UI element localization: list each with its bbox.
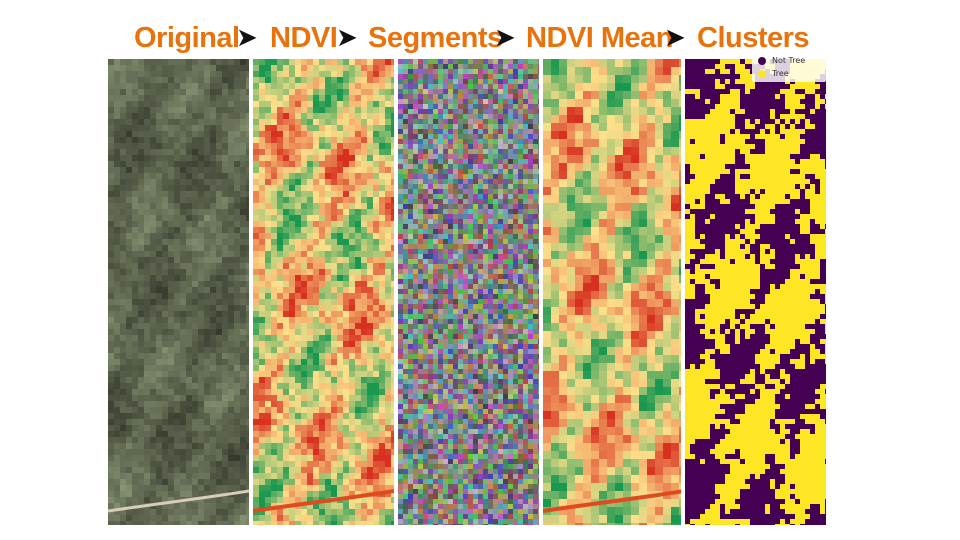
step-label-segments: Segments	[368, 22, 503, 54]
legend-item-not-tree: Not Tree	[758, 55, 805, 66]
step-label-ndvi: NDVI	[270, 22, 338, 54]
arrow-icon: ➤	[494, 23, 516, 53]
original-image-panel	[108, 59, 249, 525]
ndvi-image-panel	[253, 59, 394, 525]
ndvi-mean-image-panel	[543, 59, 681, 525]
step-label-ndvi-mean: NDVI Mean	[526, 22, 673, 54]
arrow-icon: ➤	[236, 23, 258, 53]
arrow-icon: ➤	[664, 23, 686, 53]
step-label-clusters: Clusters	[697, 22, 810, 54]
legend-swatch-icon	[758, 56, 766, 65]
legend-label: Tree	[772, 69, 789, 78]
clusters-image-panel	[685, 59, 826, 525]
ndvi-heatmap-image	[253, 59, 394, 525]
original-aerial-image	[108, 59, 249, 525]
clusters-image	[685, 59, 826, 525]
segments-image-panel	[398, 59, 539, 525]
clusters-legend: Not Tree Tree	[752, 52, 826, 82]
step-label-original: Original	[134, 22, 240, 54]
segments-image	[398, 59, 539, 525]
legend-item-tree: Tree	[758, 68, 789, 79]
ndvi-mean-heatmap-image	[543, 59, 681, 525]
pipeline-title-row: Original ➤ NDVI ➤ Segments ➤ NDVI Mean ➤…	[0, 16, 960, 60]
legend-label: Not Tree	[772, 56, 806, 65]
arrow-icon: ➤	[336, 23, 358, 53]
legend-swatch-icon	[758, 69, 766, 78]
